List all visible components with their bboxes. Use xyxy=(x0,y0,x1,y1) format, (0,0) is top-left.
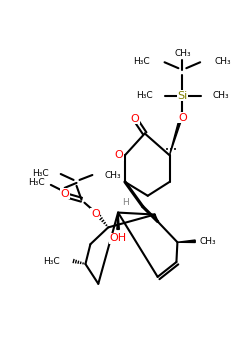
Text: H₃C: H₃C xyxy=(133,57,150,66)
Text: •••: ••• xyxy=(166,147,177,153)
Text: CH₃: CH₃ xyxy=(199,237,216,246)
Polygon shape xyxy=(170,112,184,155)
Text: O: O xyxy=(115,150,124,160)
Text: H₃C: H₃C xyxy=(32,168,49,177)
Text: CH₃: CH₃ xyxy=(212,91,229,100)
Polygon shape xyxy=(117,212,119,229)
Text: Si: Si xyxy=(177,91,188,101)
Text: CH₃: CH₃ xyxy=(104,170,121,180)
Text: H₃C: H₃C xyxy=(136,91,153,100)
Text: H: H xyxy=(122,198,129,207)
Text: O: O xyxy=(60,189,69,199)
Text: O: O xyxy=(91,209,100,218)
Text: CH₃: CH₃ xyxy=(215,57,232,66)
Text: CH₃: CH₃ xyxy=(174,49,191,58)
Text: O: O xyxy=(130,114,139,124)
Text: H₃C: H₃C xyxy=(43,257,60,266)
Text: OH: OH xyxy=(110,233,127,243)
Text: O: O xyxy=(178,113,187,122)
Polygon shape xyxy=(178,240,195,243)
Text: H₃C: H₃C xyxy=(28,178,45,187)
